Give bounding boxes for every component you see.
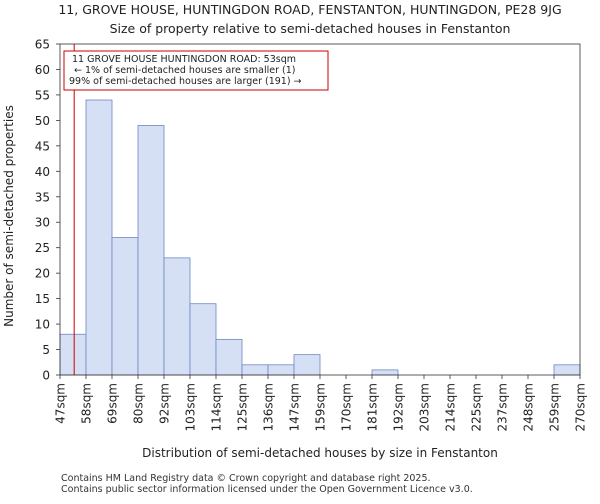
y-axis-label: Number of semi-detached properties (2, 105, 16, 327)
y-tick-label: 60 (35, 63, 50, 77)
x-tick-label: 92sqm (158, 383, 172, 424)
y-tick-label: 35 (35, 190, 50, 204)
y-tick-label: 20 (35, 267, 50, 281)
x-tick-label: 259sqm (548, 383, 562, 431)
x-tick-label: 114sqm (210, 383, 224, 431)
y-tick-label: 45 (35, 139, 50, 153)
x-tick-label: 103sqm (184, 383, 198, 431)
plot-frame (59, 43, 581, 376)
y-tick-label: 55 (35, 88, 50, 102)
histogram-bar-103sqm (189, 303, 217, 376)
histogram-bar-92sqm (163, 257, 191, 376)
y-tick-label: 40 (35, 165, 50, 179)
y-tick-label: 0 (42, 369, 50, 383)
x-tick-label: 125sqm (236, 383, 250, 431)
y-tick-label: 10 (35, 318, 50, 332)
chart-title: 11, GROVE HOUSE, HUNTINGDON ROAD, FENSTA… (58, 2, 561, 17)
x-tick-label: 181sqm (366, 383, 380, 431)
footer-line-1: Contains HM Land Registry data © Crown c… (61, 473, 431, 484)
histogram-bar-114sqm (215, 338, 243, 376)
bars-group (59, 99, 581, 376)
annotation-line-1: 11 GROVE HOUSE HUNTINGDON ROAD: 53sqm (72, 54, 296, 65)
y-tick-label: 65 (35, 38, 50, 52)
x-tick-label: 203sqm (418, 383, 432, 431)
y-tick-label: 25 (35, 241, 50, 255)
chart-subtitle: Size of property relative to semi-detach… (110, 21, 511, 36)
histogram-bar-147sqm (293, 354, 321, 376)
y-tick-label: 5 (42, 343, 50, 357)
y-ticks-group: 0 5 10 15 20 25 30 35 40 45 50 55 60 65 (35, 38, 60, 383)
x-tick-label: 69sqm (106, 383, 120, 424)
x-tick-label: 170sqm (340, 383, 354, 431)
histogram-bar-136sqm (267, 364, 295, 376)
x-tick-label: 80sqm (132, 383, 146, 424)
x-tick-label: 192sqm (392, 383, 406, 431)
x-tick-label: 147sqm (288, 383, 302, 431)
annotation-box: 11 GROVE HOUSE HUNTINGDON ROAD: 53sqm ← … (63, 50, 329, 91)
x-tick-label: 136sqm (262, 383, 276, 431)
x-tick-label: 237sqm (496, 383, 510, 431)
y-tick-label: 30 (35, 216, 50, 230)
histogram-bar-125sqm (241, 364, 269, 376)
y-tick-label: 15 (35, 292, 50, 306)
footer-line-2: Contains public sector information licen… (61, 484, 473, 495)
x-tick-label: 58sqm (80, 383, 94, 424)
annotation-line-2: ← 1% of semi-detached houses are smaller… (74, 65, 295, 76)
x-tick-label: 47sqm (54, 383, 68, 424)
x-tick-label: 248sqm (522, 383, 536, 431)
y-tick-label: 50 (35, 114, 50, 128)
x-tick-label: 270sqm (574, 383, 588, 431)
x-axis-label: Distribution of semi-detached houses by … (142, 446, 498, 460)
x-tick-label: 225sqm (470, 383, 484, 431)
annotation-line-3: 99% of semi-detached houses are larger (… (69, 76, 302, 87)
histogram-bar-259sqm (553, 364, 581, 376)
histogram-bar-181sqm (371, 369, 399, 376)
histogram-bar-58sqm (85, 99, 113, 376)
x-tick-label: 159sqm (314, 383, 328, 431)
histogram-bar-47sqm (59, 333, 87, 376)
histogram-bar-69sqm (111, 237, 139, 376)
annotation-frame (63, 50, 329, 91)
histogram-bar-80sqm (137, 125, 165, 376)
x-tick-label: 214sqm (444, 383, 458, 431)
x-ticks-group: 47sqm 58sqm 69sqm 80sqm 92sqm 103sqm 114sqm 125… (54, 375, 588, 431)
